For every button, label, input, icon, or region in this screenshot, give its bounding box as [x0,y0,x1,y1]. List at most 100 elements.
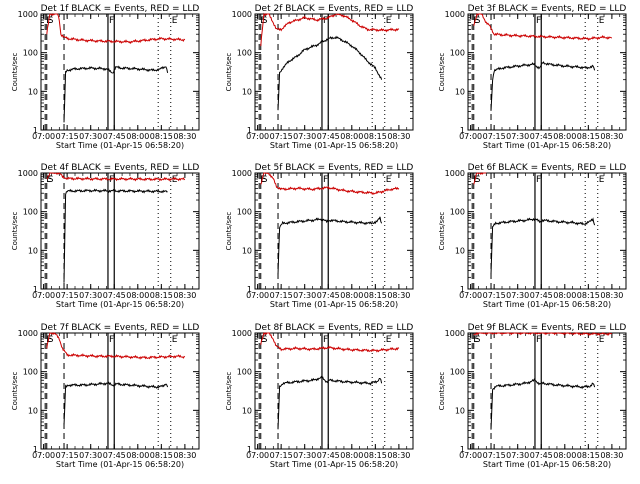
x-tick-label: 08:00 [340,132,363,141]
y-tick-label: 10 [242,87,252,96]
plot-frame [467,172,627,290]
x-tick-label: 07:15 [56,451,79,460]
x-tick-label: 07:00 [459,132,482,141]
x-tick-label: 07:15 [483,132,506,141]
x-axis-label: Start Time (01-Apr-15 06:58:20) [270,141,398,150]
panel-title: Det 7f BLACK = Events, RED = LLD [41,323,200,333]
panel-det-6: Det 6f BLACK = Events, RED = LLD 1 10 100 10… [438,163,627,309]
y-tick-label: 10 [28,87,38,96]
x-tick-label: 08:00 [553,451,576,460]
marker-label: E [473,335,479,345]
y-tick-label: 100 [450,368,465,377]
y-tick-label: 100 [23,49,38,58]
x-tick-label: 08:15 [577,451,600,460]
x-tick-label: 08:00 [553,291,576,300]
lld-series-line [260,172,400,196]
x-tick-label: 07:45 [317,451,340,460]
marker-label: E [386,335,392,345]
x-tick-label: 08:00 [126,132,149,141]
y-tick-label: 1000 [445,169,465,178]
lld-series-line [46,172,186,182]
panel-title: Det 5f BLACK = Events, RED = LLD [255,163,414,173]
y-axis-label: Counts/sec [438,372,446,411]
x-tick-label: 08:15 [577,132,600,141]
x-tick-label: 07:00 [459,291,482,300]
y-tick-label: 10 [28,406,38,415]
panel-title: Det 8f BLACK = Events, RED = LLD [255,323,414,333]
marker-label: E [599,335,605,345]
marker-label: F [323,335,328,345]
x-tick-label: 07:15 [270,132,293,141]
marker-label: E [599,175,605,185]
marker-label: S [475,175,481,185]
x-tick-label: 07:15 [270,451,293,460]
panel-det-5: Det 5f BLACK = Events, RED = LLD 1 10 100 10… [225,163,414,309]
y-tick-label: 1000 [18,169,38,178]
x-tick-label: 07:00 [246,291,269,300]
y-axis-label: Counts/sec [11,372,19,411]
y-axis-label: Counts/sec [225,53,233,92]
x-tick-label: 07:30 [506,132,529,141]
x-tick-label: 08:30 [173,451,196,460]
x-axis-label: Start Time (01-Apr-15 06:58:20) [270,300,398,309]
y-tick-label: 100 [450,208,465,217]
y-tick-label: 1 [33,126,38,135]
plot-frame [40,13,200,131]
x-tick-label: 08:15 [364,132,387,141]
x-axis-label: Start Time (01-Apr-15 06:58:20) [483,460,611,469]
marker-label: F [109,335,114,345]
x-tick-label: 08:30 [387,132,410,141]
x-tick-label: 07:00 [32,291,55,300]
x-tick-label: 08:30 [173,291,196,300]
x-tick-label: 07:45 [530,291,553,300]
marker-label: F [536,175,541,185]
x-tick-label: 07:45 [317,291,340,300]
y-axis-label: Counts/sec [11,212,19,251]
marker-label: S [262,175,268,185]
y-tick-label: 1000 [445,329,465,338]
y-tick-label: 100 [237,49,252,58]
marker-label: E [172,16,178,26]
marker-label: E [46,335,52,345]
marker-label: F [109,175,114,185]
x-tick-label: 07:45 [103,291,126,300]
events-series-line [277,35,383,111]
events-series-line [63,188,168,283]
x-tick-label: 07:15 [483,451,506,460]
marker-label: E [260,335,266,345]
marker-label: E [473,16,479,26]
lld-series-line [473,332,613,336]
events-series-line [490,61,596,111]
x-tick-label: 08:15 [150,291,173,300]
events-series-line [277,216,383,275]
panel-det-1: Det 1f BLACK = Events, RED = LLD 1 10 100 10… [11,4,200,150]
panel-title: Det 9f BLACK = Events, RED = LLD [468,323,627,333]
marker-label: E [599,16,605,26]
x-tick-label: 07:30 [293,451,316,460]
panel-det-8: Det 8f BLACK = Events, RED = LLD 1 10 100 10… [225,323,414,469]
y-tick-label: 1000 [232,10,252,19]
panel-title: Det 4f BLACK = Events, RED = LLD [41,163,200,173]
y-tick-label: 1000 [232,169,252,178]
y-tick-label: 1 [247,126,252,135]
y-axis-label: Counts/sec [11,53,19,92]
plot-frame [254,332,414,450]
x-tick-label: 07:00 [246,451,269,460]
x-tick-label: 08:30 [600,451,623,460]
plot-frame [467,332,627,450]
panel-det-7: Det 7f BLACK = Events, RED = LLD 1 10 100 10… [11,323,200,469]
marker-label: S [48,335,54,345]
x-tick-label: 08:30 [387,451,410,460]
y-axis-label: Counts/sec [225,372,233,411]
marker-label: E [260,175,266,185]
marker-label: E [386,16,392,26]
marker-label: E [386,175,392,185]
x-tick-label: 07:15 [483,291,506,300]
plot-frame [40,172,200,290]
x-tick-label: 07:15 [56,291,79,300]
lld-series-line [260,332,400,353]
events-series-line [63,381,169,426]
x-tick-label: 08:15 [150,451,173,460]
